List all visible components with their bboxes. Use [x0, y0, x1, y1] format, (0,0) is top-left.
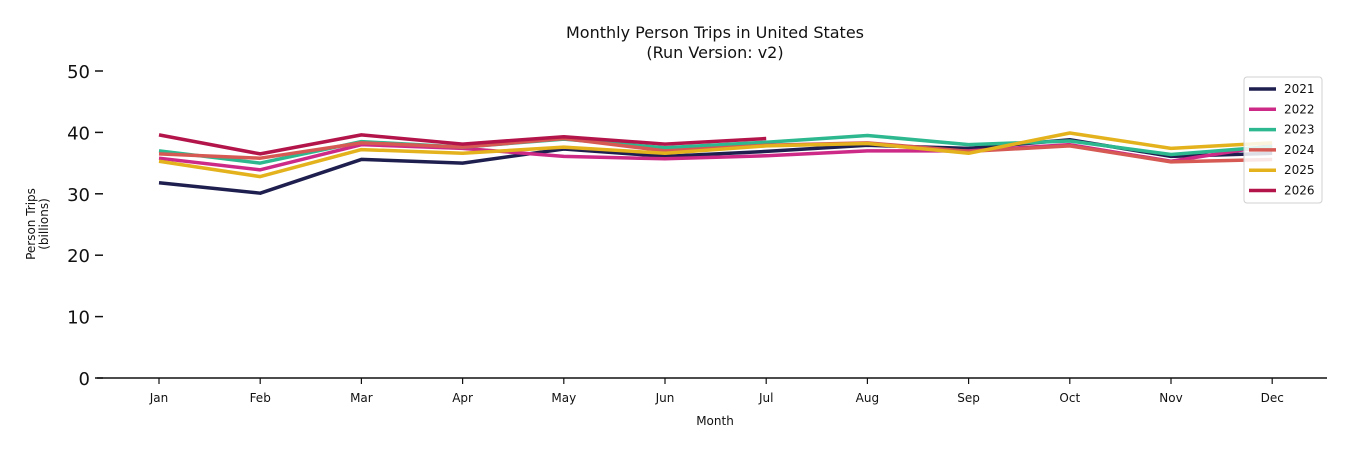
x-tick-label: Oct — [1059, 391, 1080, 405]
y-axis-label-line1: Person Trips — [24, 188, 38, 260]
series-lines — [158, 131, 1273, 195]
x-tick-label: May — [551, 391, 576, 405]
x-tick-label: Mar — [350, 391, 373, 405]
series-line-2025 — [158, 131, 1273, 179]
legend-label: 2025 — [1284, 163, 1315, 177]
x-tick-label: Dec — [1261, 391, 1284, 405]
y-axis-ticks: 0 10 20 30 40 50 — [67, 62, 103, 390]
legend-label: 2026 — [1284, 184, 1315, 198]
y-tick-label: 10 — [67, 308, 90, 329]
chart-subtitle: (Run Version: v2) — [646, 43, 783, 62]
legend-label: 2021 — [1284, 82, 1315, 96]
x-axis-ticks: Jan Feb Mar Apr May Jun Jul Aug Sep Oct Nov Dec — [149, 378, 1284, 405]
y-tick-label: 30 — [67, 185, 90, 206]
x-tick-label: Aug — [856, 391, 879, 405]
y-axis-label-line2: (billions) — [37, 198, 51, 250]
y-tick-label: 0 — [79, 369, 90, 390]
chart-title: Monthly Person Trips in United States — [566, 23, 864, 42]
y-axis-label-group: Person Trips (billions) — [24, 188, 51, 260]
x-tick-label: Jan — [149, 391, 169, 405]
y-tick-label: 50 — [67, 62, 90, 83]
y-tick-label: 20 — [67, 246, 90, 267]
x-axis-label: Month — [696, 414, 734, 428]
legend-label: 2024 — [1284, 143, 1315, 157]
x-tick-label: Nov — [1159, 391, 1182, 405]
x-tick-label: Jul — [758, 391, 773, 405]
legend-label: 2022 — [1284, 102, 1315, 116]
series-line-2026 — [158, 133, 767, 156]
x-tick-label: Jun — [655, 391, 675, 405]
legend-label: 2023 — [1284, 123, 1315, 137]
x-tick-label: Sep — [957, 391, 980, 405]
x-tick-label: Apr — [452, 391, 473, 405]
x-tick-label: Feb — [250, 391, 271, 405]
y-tick-label: 40 — [67, 123, 90, 144]
legend: 2021 2022 2023 2024 2025 2026 — [1243, 76, 1323, 204]
